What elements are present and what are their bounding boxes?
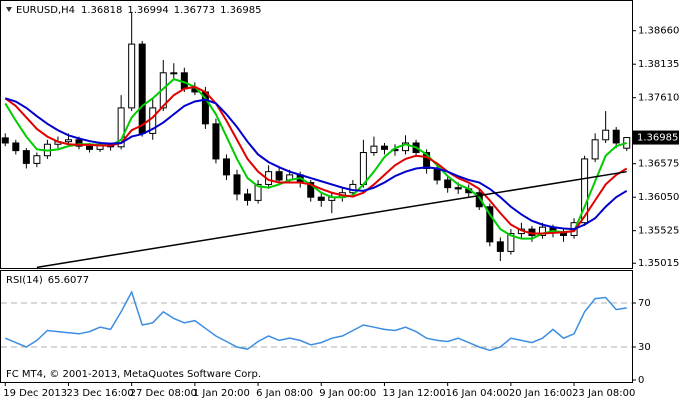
bar-open: 1.36818 (81, 5, 122, 16)
candle-body (423, 152, 431, 169)
x-tick-label: 27 Dec 08:00 (130, 388, 197, 399)
rsi-label: RSI(14) 65.6077 (6, 275, 89, 286)
candle-body (254, 183, 262, 201)
candle-body (275, 171, 283, 181)
x-tick-label: 23 Dec 16:00 (66, 388, 133, 399)
y-tick-label: 0 (638, 375, 644, 386)
candle-body (507, 233, 515, 252)
candle-body (212, 123, 220, 160)
rsi-line (4, 290, 627, 352)
x-tick-label: 1 Jan 20:00 (193, 388, 250, 399)
candle-body (602, 129, 610, 141)
candle-body (486, 206, 494, 243)
x-tick-label: 19 Dec 2013 (3, 388, 67, 399)
symbol-icon (6, 7, 12, 12)
y-tick-label: 1.38660 (638, 26, 679, 37)
bar-low: 1.36773 (174, 5, 215, 16)
y-tick-label: 1.35015 (638, 258, 679, 269)
rsi-name: RSI(14) (6, 275, 43, 286)
candle-body (138, 43, 146, 134)
x-tick-label: 20 Jan 16:00 (509, 388, 572, 399)
candle-body (402, 142, 410, 152)
symbol: EURUSD,H4 (16, 5, 75, 16)
candle-body (433, 167, 441, 181)
trendline (36, 170, 627, 269)
candle-body (22, 150, 30, 164)
footer: FC MT4, © 2001-2013, MetaQuotes Software… (6, 369, 261, 380)
candle-body (244, 193, 252, 201)
candle-body (86, 145, 94, 150)
rsi-panel-frame (0, 270, 633, 383)
candle-body (370, 145, 378, 154)
candle-body (444, 179, 452, 189)
moving-average (4, 78, 628, 240)
candle-body (581, 158, 589, 224)
rsi-last: 65.6077 (48, 275, 89, 286)
candle-body (1, 137, 9, 144)
last-price-label: 1.36985 (637, 133, 678, 144)
candle-body (12, 142, 20, 152)
candle-body (612, 129, 620, 144)
candle-body (538, 226, 546, 236)
candle-body (75, 139, 83, 147)
y-tick-label: 1.36575 (638, 159, 679, 170)
candle-body (233, 174, 241, 195)
x-tick-label: 16 Jan 04:00 (446, 388, 509, 399)
x-tick-label: 23 Jan 08:00 (572, 388, 635, 399)
moving-average (4, 85, 628, 235)
header: EURUSD,H4 1.36818 1.36994 1.36773 1.36985 (16, 5, 261, 16)
candle-body (170, 72, 178, 75)
candle-body (33, 155, 41, 164)
candle-body (222, 158, 230, 176)
candle-body (349, 183, 357, 194)
candle-body (380, 145, 388, 150)
y-tick-label: 30 (638, 342, 651, 353)
y-tick-label: 1.35525 (638, 226, 679, 237)
y-tick-label: 1.37610 (638, 93, 679, 104)
y-tick-label: 70 (638, 298, 651, 309)
moving-average (4, 97, 628, 231)
candle-body (64, 139, 72, 143)
y-tick-label: 1.36050 (638, 192, 679, 203)
x-tick-label: 6 Jan 08:00 (256, 388, 313, 399)
candle-body (117, 107, 125, 148)
candle-body (454, 187, 462, 190)
candle-body (496, 241, 504, 252)
candle-body (317, 196, 325, 201)
candle-body (591, 139, 599, 160)
main-panel-frame (0, 0, 633, 269)
candle-body (128, 43, 136, 109)
candle-body (359, 152, 367, 185)
candle-body (475, 192, 483, 208)
bar-close: 1.36985 (220, 5, 261, 16)
x-tick-label: 9 Jan 00:00 (319, 388, 376, 399)
candle-body (307, 182, 315, 198)
y-tick-label: 1.38135 (638, 59, 679, 70)
last-price-box (633, 130, 679, 145)
x-tick-label: 13 Jan 12:00 (382, 388, 445, 399)
bar-high: 1.36994 (127, 5, 168, 16)
